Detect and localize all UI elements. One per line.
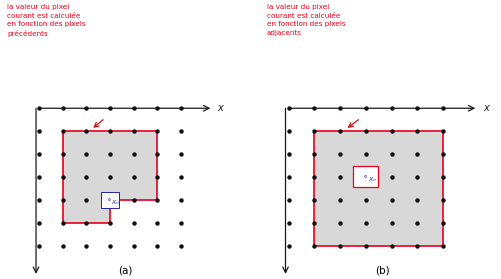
Text: $\circ$: $\circ$ [106, 194, 111, 203]
Text: (a): (a) [118, 266, 132, 276]
Text: x: x [217, 103, 223, 113]
Bar [101, 192, 118, 208]
Text: la valeur du pixel
courant est calculée
en fonction des pixels
précédents: la valeur du pixel courant est calculée … [7, 4, 86, 37]
Bar [314, 131, 442, 246]
Text: x: x [482, 103, 487, 113]
Text: $\circ$: $\circ$ [361, 171, 367, 180]
Polygon shape [63, 131, 157, 223]
Text: (b): (b) [375, 266, 389, 276]
Text: $X_n$: $X_n$ [110, 198, 119, 207]
Text: $X_n$: $X_n$ [367, 175, 376, 184]
Text: la valeur du pixel
courant est calculée
en fonction des pixels
adjacents: la valeur du pixel courant est calculée … [266, 4, 345, 36]
Bar [353, 166, 378, 187]
